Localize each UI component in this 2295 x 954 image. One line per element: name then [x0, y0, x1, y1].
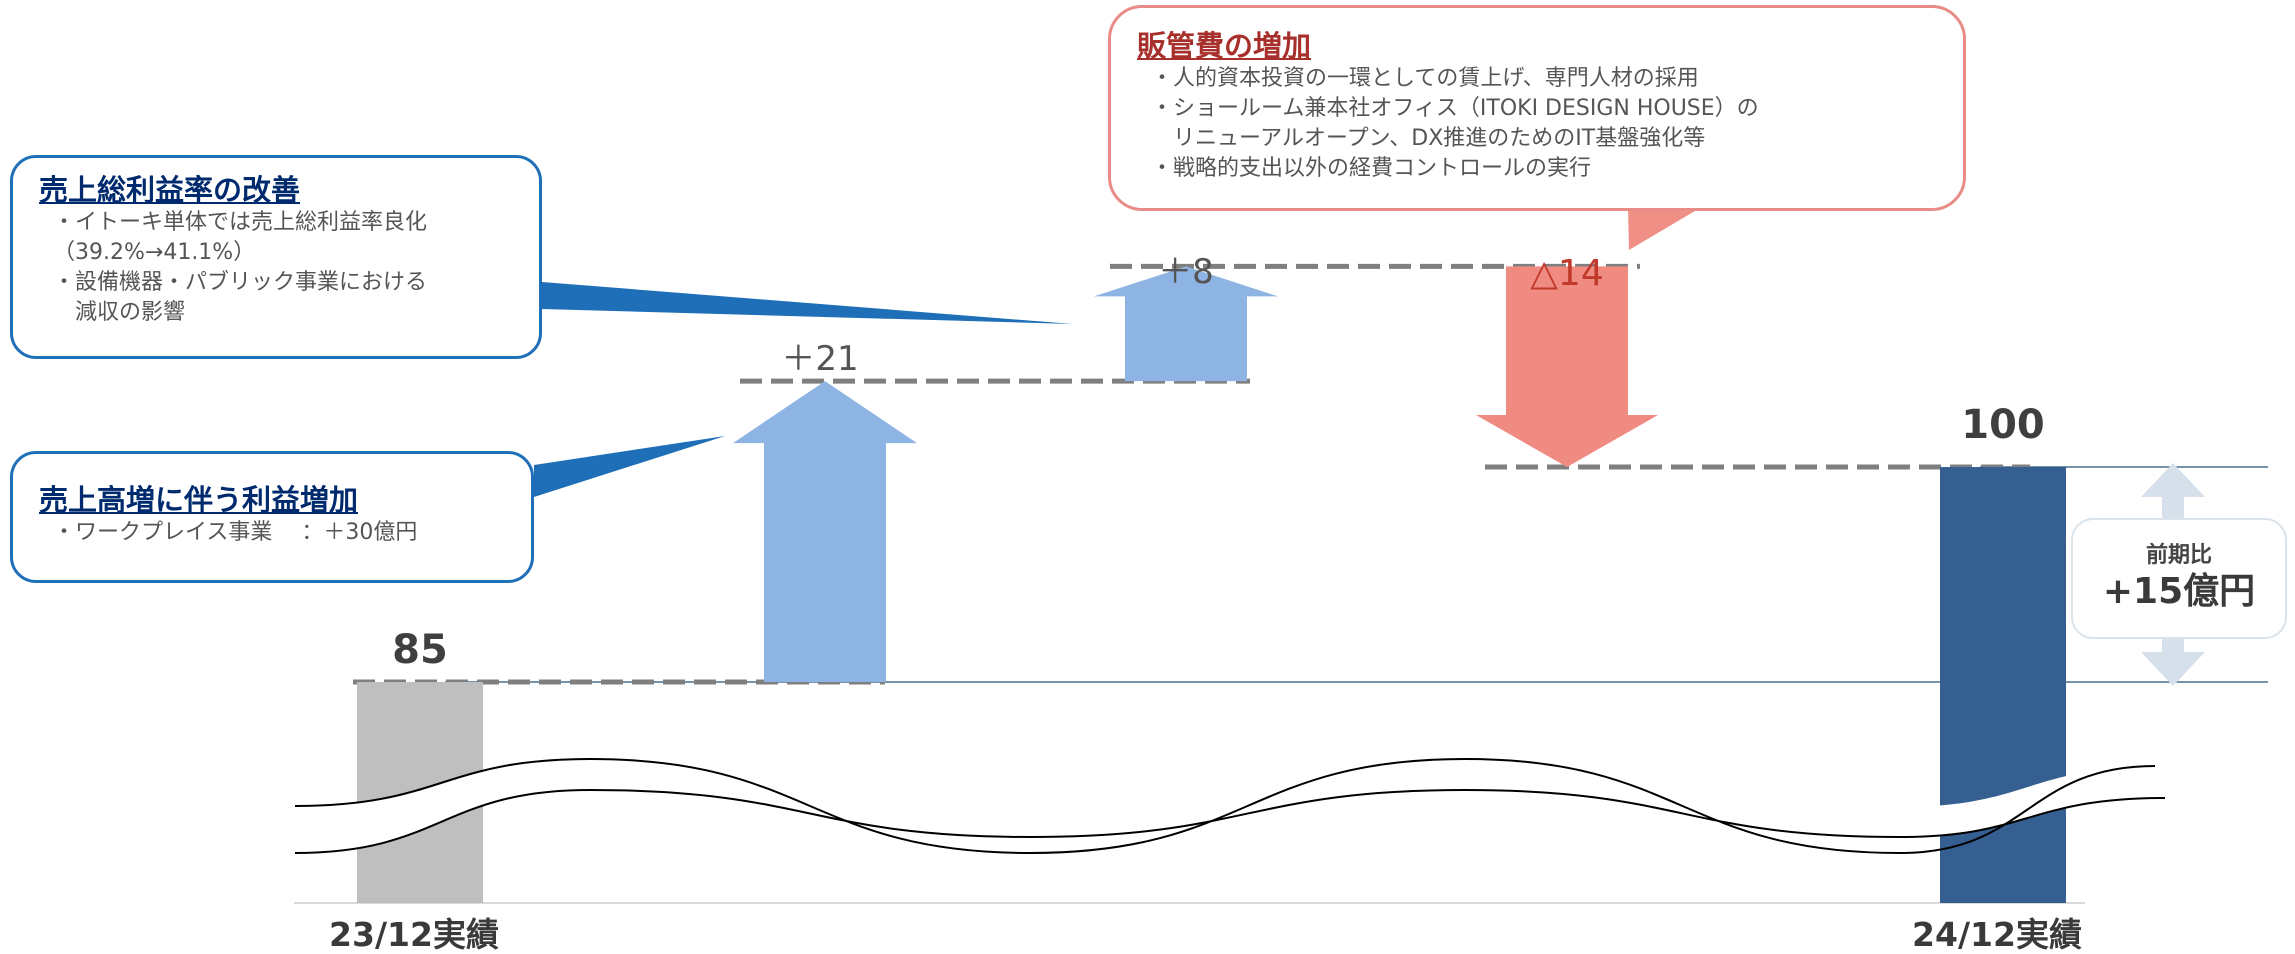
sales-growth-callout-pointer: [534, 436, 725, 497]
gross-margin-callout-line: 減収の影響: [53, 300, 186, 325]
data-label: ＋21: [781, 339, 858, 379]
data-label: △14: [1530, 253, 1604, 294]
yoy-change-value: +15億円: [2102, 571, 2256, 612]
sga-callout-line: ・戦略的支出以外の経費コントロールの実行: [1151, 156, 1592, 181]
total-bar: [1940, 467, 2066, 903]
sga-callout-line: リニューアルオープン、DX推進のためのIT基盤強化等: [1151, 126, 1706, 151]
yoy-arrow-up: [2141, 463, 2205, 518]
decrease-arrow: [1476, 266, 1658, 468]
axis-break-line: [294, 788, 2166, 854]
sga-callout: 販管費の増加 ・人的資本投資の一環としての賃上げ、専門人材の採用 ・ショールーム…: [1108, 5, 1966, 211]
x-tick-label: 23/12実績: [329, 915, 499, 954]
sga-callout-pointer: [1628, 208, 1700, 250]
sga-callout-line: ・人的資本投資の一環としての賃上げ、専門人材の採用: [1151, 66, 1699, 91]
data-label: ＋8: [1158, 252, 1214, 292]
yoy-change-box: 前期比 +15億円: [2071, 518, 2287, 639]
sga-callout-title: 販管費の増加: [1137, 29, 1312, 63]
sales-growth-callout-title: 売上高増に伴う利益増加: [39, 483, 359, 517]
yoy-arrow-down: [2141, 639, 2205, 686]
gross-margin-callout-pointer: [542, 282, 1073, 324]
axis-break-line: [294, 757, 2156, 855]
gross-margin-callout: 売上総利益率の改善 ・イトーキ単体では売上総利益率良化 （39.2%→41.1%…: [10, 155, 542, 359]
axis-break-band: [295, 760, 2165, 853]
gross-margin-callout-line: （39.2%→41.1%）: [53, 240, 256, 265]
data-label: 85: [392, 627, 448, 673]
x-tick-label: 24/12実績: [1912, 915, 2082, 954]
data-label: 100: [1961, 402, 2045, 448]
yoy-change-label: 前期比: [2145, 543, 2212, 568]
gross-margin-callout-title: 売上総利益率の改善: [39, 173, 301, 207]
gross-margin-callout-line: ・イトーキ単体では売上総利益率良化: [53, 210, 428, 235]
sales-growth-callout: 売上高増に伴う利益増加 ・ワークプレイス事業 ：＋30億円: [10, 451, 534, 583]
increase-arrow: [733, 381, 917, 682]
sga-callout-line: ・ショールーム兼本社オフィス（ITOKI DESIGN HOUSE）の: [1151, 96, 1759, 121]
increase-arrow: [1094, 266, 1278, 382]
sales-growth-callout-line: ・ワークプレイス事業 ：＋30億円: [53, 520, 418, 545]
gross-margin-callout-line: ・設備機器・パブリック事業における: [53, 270, 428, 295]
